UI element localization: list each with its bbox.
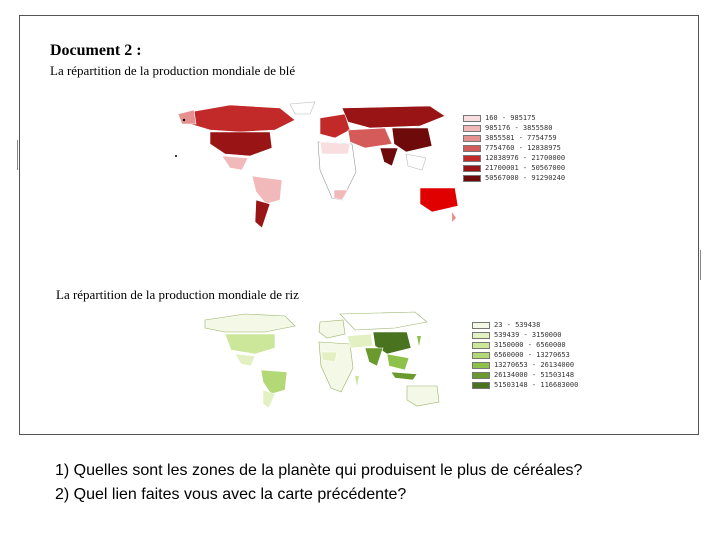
map-region-se-asia [386, 353, 410, 371]
rice-world-map [204, 311, 440, 409]
question-2: 2) Quel lien faites vous avec la carte p… [55, 486, 407, 503]
wheat-legend-item: 3855581 - 7754759 [463, 133, 565, 143]
legend-swatch [463, 154, 481, 162]
wheat-legend-item: 160 - 985175 [463, 113, 565, 123]
map-region-greenland [289, 101, 316, 115]
map-region-alaska [177, 109, 197, 125]
legend-swatch [463, 164, 481, 172]
frame-edge-left [17, 140, 18, 170]
wheat-map-title: La répartition de la production mondiale… [50, 63, 296, 78]
legend-label: 12838976 - 21700000 [485, 154, 566, 162]
map-region-argentina [254, 199, 271, 229]
legend-label: 13270653 - 26134000 [494, 361, 575, 369]
map-region-usa [209, 131, 273, 157]
map-region-brazil [260, 369, 288, 395]
map-region-south-africa [333, 189, 349, 201]
document-title: Document 2 : [50, 42, 142, 59]
wheat-legend-item: 50567000 - 91290240 [463, 173, 565, 183]
legend-label: 3150000 - 6560000 [494, 341, 566, 349]
map-region-india [379, 147, 399, 167]
question-1: 1) Quelles sont les zones de la planète … [55, 462, 583, 479]
legend-swatch [463, 124, 481, 132]
rice-legend-item: 51503148 - 116683000 [472, 380, 578, 390]
rice-legend: 23 - 539438 539439 - 3150000 3150000 - 6… [472, 320, 578, 390]
legend-label: 50567000 - 91290240 [485, 174, 566, 182]
legend-swatch [463, 144, 481, 152]
legend-swatch [463, 114, 481, 122]
legend-label: 51503148 - 116683000 [494, 381, 579, 389]
legend-swatch [463, 174, 481, 182]
legend-label: 21700001 - 50567000 [485, 164, 566, 172]
map-region-madagascar [355, 376, 359, 386]
map-region-se-asia [405, 153, 427, 171]
legend-label: 6560000 - 13270653 [494, 351, 570, 359]
map-region-japan [417, 336, 421, 346]
legend-swatch [472, 381, 490, 389]
map-region-china [391, 127, 433, 153]
map-region-europe [319, 113, 351, 139]
rice-legend-item: 6560000 - 13270653 [472, 350, 578, 360]
map-region-mexico [234, 353, 256, 367]
legend-swatch [463, 134, 481, 142]
map-region-canada [189, 104, 296, 133]
map-region-argentina [262, 389, 276, 409]
map-region-canada [204, 313, 296, 333]
map-region-central-asia [347, 127, 393, 149]
map-region-australia [406, 385, 440, 407]
legend-swatch [472, 341, 490, 349]
map-region-australia [419, 187, 459, 213]
document-frame [19, 15, 699, 435]
map-region-russia [341, 105, 446, 129]
wheat-legend-item: 12838976 - 21700000 [463, 153, 565, 163]
rice-legend-item: 3150000 - 6560000 [472, 340, 578, 350]
map-region-west-africa [320, 351, 338, 363]
wheat-legend-item: 985176 - 3855580 [463, 123, 565, 133]
map-region-usa [224, 333, 276, 355]
map-region-new-zealand [452, 212, 456, 222]
wheat-legend-item: 7754760 - 12838975 [463, 143, 565, 153]
rice-legend-item: 539439 - 3150000 [472, 330, 578, 340]
legend-label: 539439 - 3150000 [494, 331, 562, 339]
map-region-middle-east [346, 333, 374, 349]
legend-label: 7754760 - 12838975 [485, 144, 561, 152]
legend-swatch [472, 361, 490, 369]
rice-map-title: La répartition de la production mondiale… [56, 287, 299, 302]
legend-label: 160 - 985175 [485, 114, 536, 122]
legend-swatch [472, 351, 490, 359]
rice-legend-item: 13270653 - 26134000 [472, 360, 578, 370]
map-region-brazil [251, 175, 283, 205]
rice-legend-item: 23 - 539438 [472, 320, 578, 330]
map-region-mexico [221, 155, 249, 171]
legend-label: 26134000 - 51503148 [494, 371, 575, 379]
frame-edge-right [700, 250, 701, 280]
legend-swatch [472, 331, 490, 339]
legend-label: 23 - 539438 [494, 321, 541, 329]
map-region-indonesia [390, 371, 418, 381]
legend-swatch [472, 371, 490, 379]
wheat-legend: 160 - 985175 985176 - 3855580 3855581 - … [463, 113, 565, 183]
map-region-north-africa [319, 141, 351, 155]
map-region-russia [339, 311, 428, 331]
wheat-world-map [175, 101, 459, 229]
rice-legend-item: 26134000 - 51503148 [472, 370, 578, 380]
legend-swatch [472, 321, 490, 329]
legend-label: 985176 - 3855580 [485, 124, 553, 132]
legend-label: 3855581 - 7754759 [485, 134, 557, 142]
map-region-europe [318, 319, 346, 339]
map-region-africa [318, 341, 354, 393]
wheat-legend-item: 21700001 - 50567000 [463, 163, 565, 173]
map-region-india [364, 347, 384, 367]
